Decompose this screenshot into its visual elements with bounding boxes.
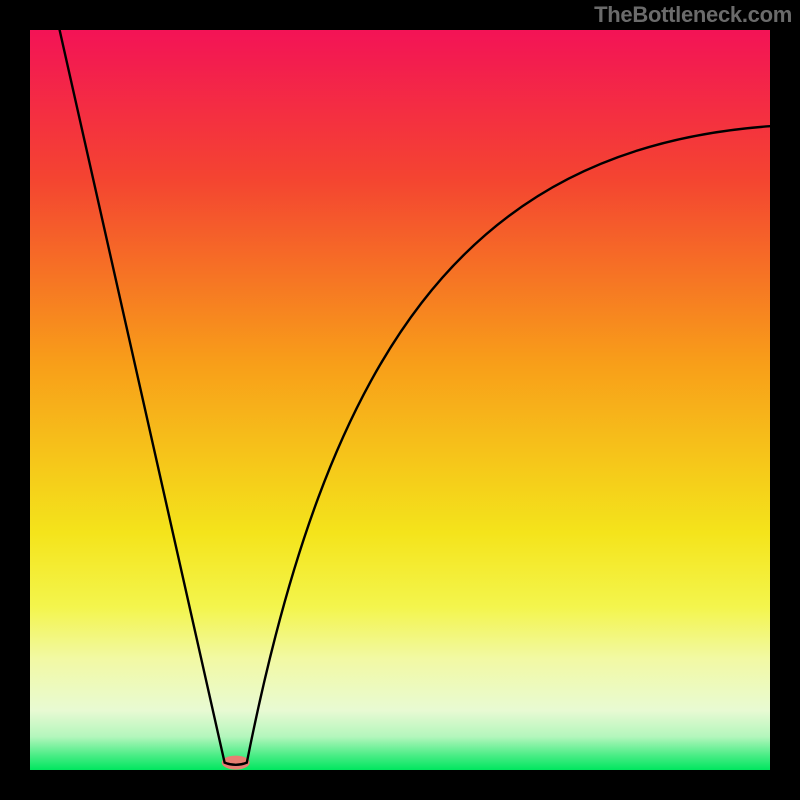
chart-frame: TheBottleneck.com xyxy=(0,0,800,800)
attribution-text: TheBottleneck.com xyxy=(594,2,792,28)
chart-border xyxy=(0,0,800,800)
